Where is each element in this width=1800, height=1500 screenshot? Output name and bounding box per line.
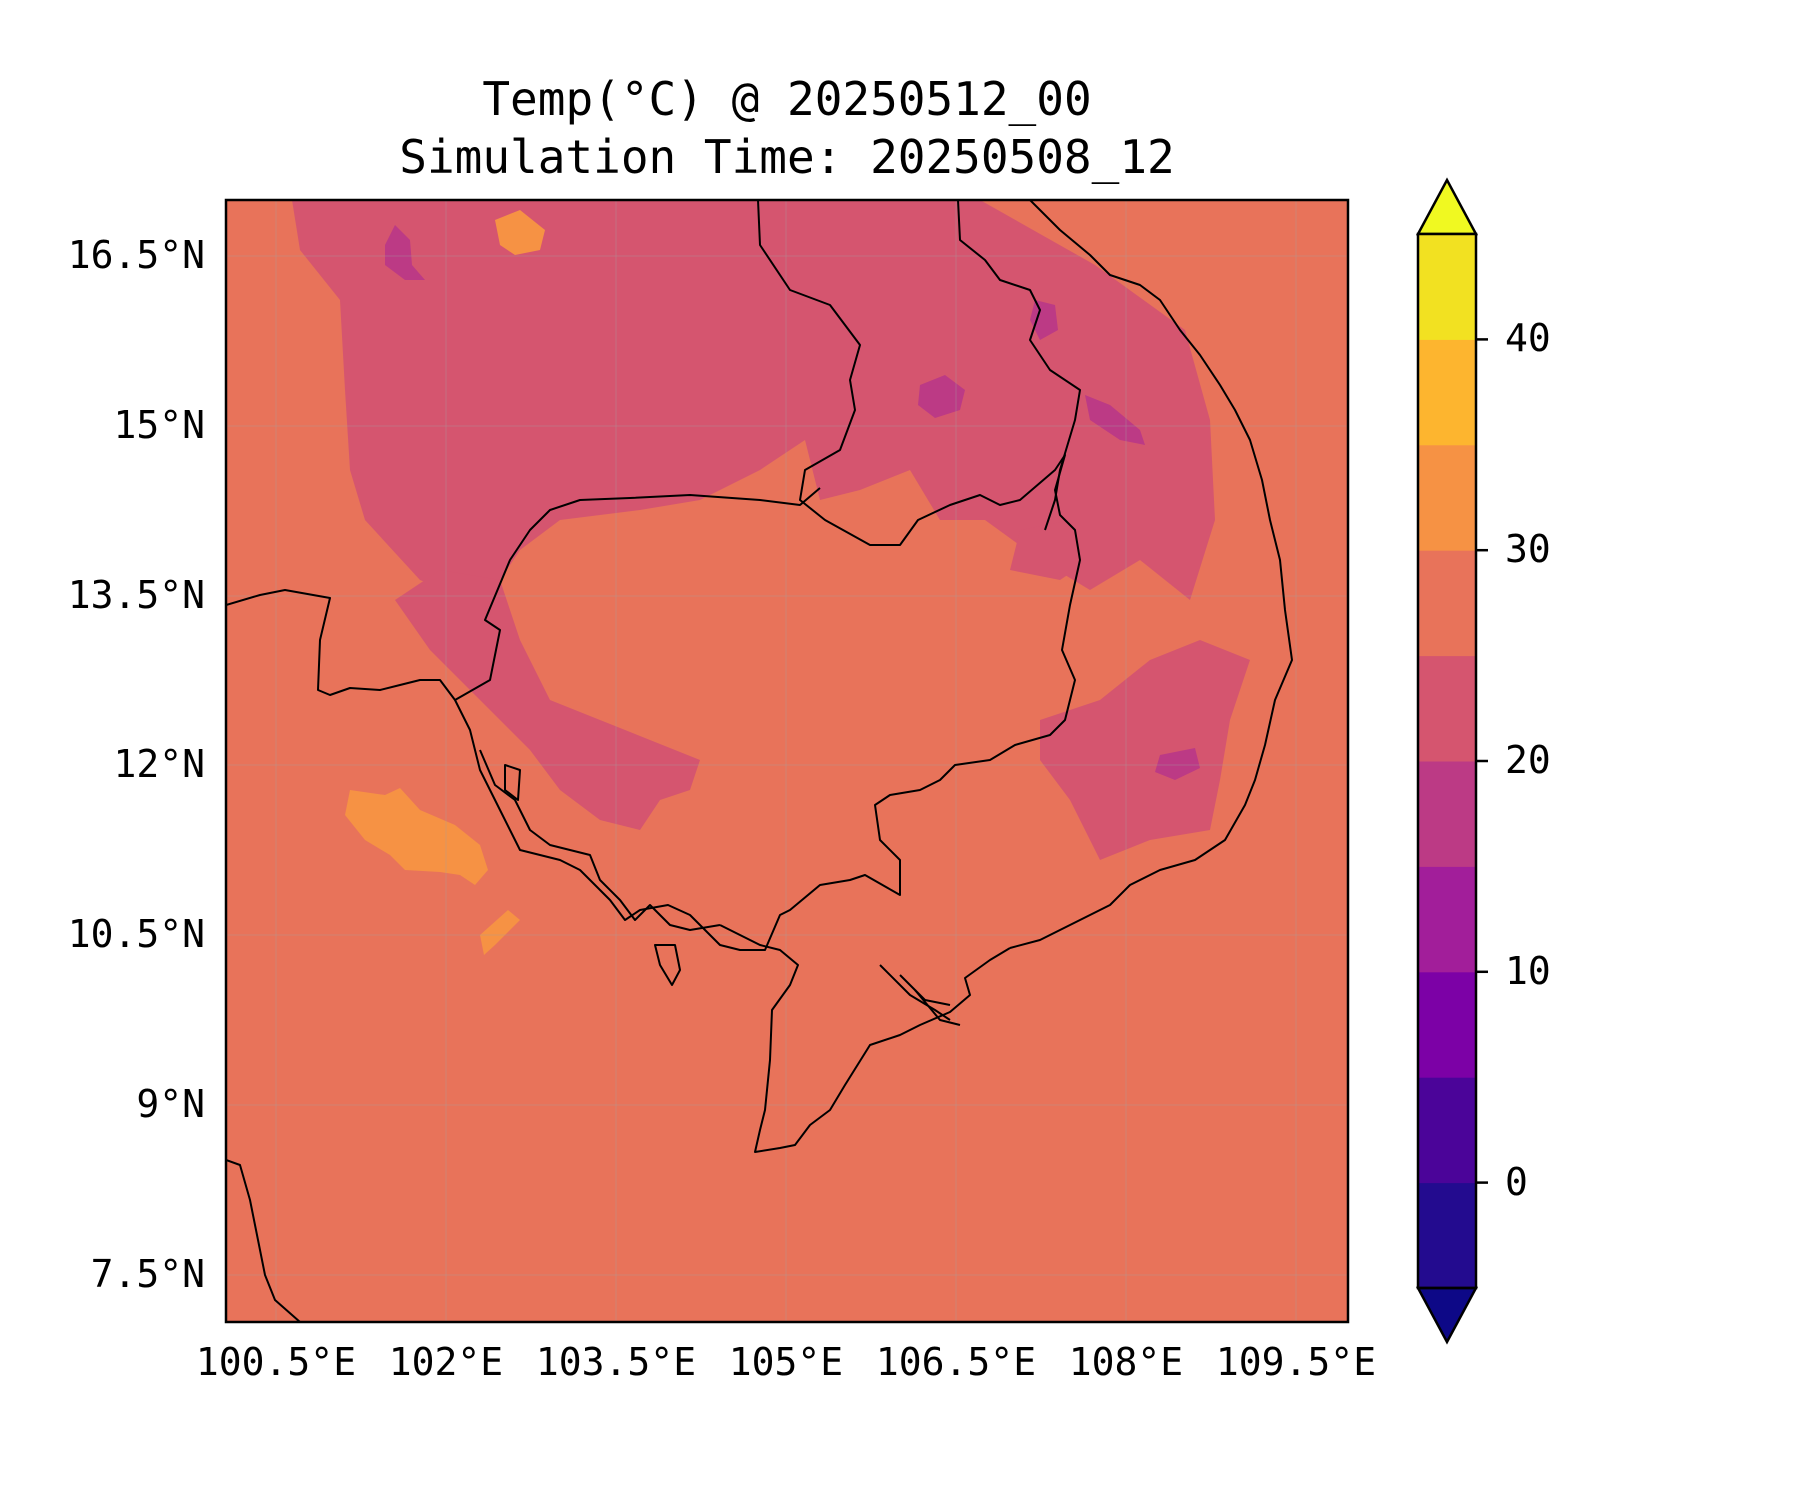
delta-river-3	[914, 989, 961, 1026]
colorbar-tick-label: 0	[1505, 1160, 1528, 1204]
colorbar-tick-label: 20	[1505, 738, 1551, 782]
colorbar-band	[1418, 444, 1476, 551]
cold-pocket-4	[1085, 395, 1145, 445]
lat-tick-label: 9°N	[136, 1082, 205, 1126]
delta-river-2	[899, 974, 951, 1006]
warm-patch-north	[495, 210, 545, 255]
map-frame	[224, 198, 1350, 1324]
warm-patch-small	[480, 910, 520, 955]
colorbar-band	[1418, 655, 1476, 762]
cool-region-west-cambodia	[395, 570, 700, 830]
gulf-coast-west	[479, 749, 721, 931]
lon-tick-label: 102°E	[389, 1340, 503, 1384]
cold-pocket-2	[918, 375, 965, 418]
cool-region-east-lowland	[1010, 520, 1090, 580]
colorbar-ticks: 0 10 20 30 40	[1476, 316, 1551, 1204]
title-line2: Simulation Time: 20250508_12	[399, 130, 1174, 184]
map-panel	[226, 200, 1348, 1322]
delta-river-1	[879, 964, 951, 1021]
cool-region-north	[292, 200, 1215, 600]
lon-tick-label: 108°E	[1069, 1340, 1183, 1384]
gridlines	[226, 200, 1348, 1322]
colorbar-band	[1418, 1077, 1476, 1184]
kong-island	[504, 764, 521, 801]
laos-vietnam-border	[957, 200, 1081, 531]
colorbar-tick-label: 10	[1505, 949, 1551, 993]
colorbar-over-arrow	[1415, 177, 1479, 236]
cold-pocket-3	[1030, 300, 1058, 340]
lon-tick-label: 103.5°E	[536, 1340, 696, 1384]
cool-region-east-highlands	[1040, 640, 1250, 860]
colorbar-band	[1418, 866, 1476, 973]
phu-quoc-island	[654, 944, 681, 986]
vietnam-east-coast	[1009, 200, 1293, 949]
cold-pocket-1	[385, 225, 425, 280]
colorbar-band	[1418, 550, 1476, 657]
colorbar-bands	[1418, 234, 1476, 1289]
lon-tick-labels: 100.5°E 102°E 103.5°E 105°E 106.5°E 108°…	[196, 1340, 1376, 1384]
colorbar: 0 10 20 30 40	[1415, 177, 1551, 1345]
lon-tick-label: 106.5°E	[876, 1340, 1036, 1384]
lon-tick-label: 100.5°E	[196, 1340, 356, 1384]
colorbar-band	[1418, 234, 1476, 340]
colorbar-band	[1418, 761, 1476, 867]
lon-tick-label: 109.5°E	[1216, 1340, 1376, 1384]
lat-tick-labels: 16.5°N 15°N 13.5°N 12°N 10.5°N 9°N 7.5°N	[68, 233, 205, 1296]
lon-tick-label: 105°E	[729, 1340, 843, 1384]
lat-tick-label: 7.5°N	[91, 1252, 205, 1296]
thailand-myanmar-border	[226, 589, 456, 701]
malay-peninsula-coast	[226, 1159, 301, 1322]
lat-tick-label: 12°N	[113, 742, 205, 786]
lat-tick-label: 10.5°N	[68, 912, 205, 956]
lat-tick-label: 13.5°N	[68, 573, 205, 617]
lat-tick-label: 15°N	[113, 403, 205, 447]
lat-tick-label: 16.5°N	[68, 233, 205, 277]
title-line1: Temp(°C) @ 20250512_00	[482, 72, 1091, 126]
colorbar-tick-label: 30	[1505, 527, 1551, 571]
colorbar-band	[1418, 1182, 1476, 1289]
colorbar-under-arrow	[1415, 1286, 1479, 1345]
cold-pocket-5	[1155, 748, 1200, 780]
mekong-delta-coast	[719, 924, 1011, 1153]
colorbar-tick-label: 40	[1505, 316, 1551, 360]
coastlines-borders	[226, 200, 1293, 1322]
colorbar-band	[1418, 971, 1476, 1078]
colorbar-band	[1418, 339, 1476, 446]
warm-patch-gulf	[345, 788, 488, 885]
